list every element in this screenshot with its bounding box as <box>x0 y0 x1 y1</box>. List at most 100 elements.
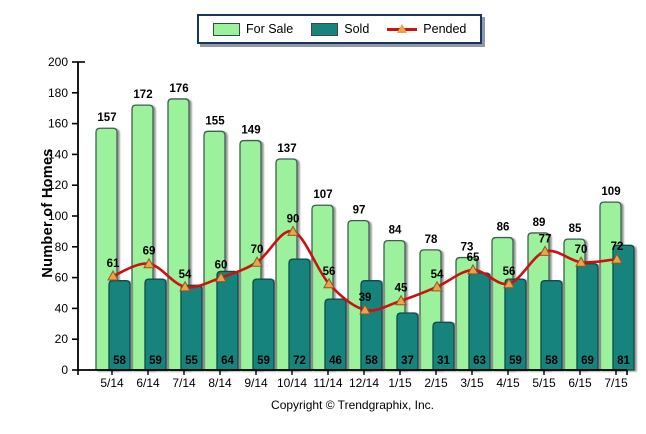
x-tick-label: 6/15 <box>568 376 592 390</box>
sold-value-label: 37 <box>401 355 414 367</box>
pended-point-marker <box>431 280 443 292</box>
sold-value-label: 64 <box>221 355 234 367</box>
legend-item-for-sale: For Sale <box>213 21 294 36</box>
pended-value-label: 56 <box>323 266 336 278</box>
legend-label-for-sale: For Sale <box>246 21 294 36</box>
x-tick-label: 7/15 <box>604 376 628 390</box>
pended-value-label: 54 <box>431 269 444 281</box>
x-tick-label: 2/15 <box>424 376 448 390</box>
pended-point-marker <box>323 277 335 289</box>
for-sale-value-label: 97 <box>353 205 366 217</box>
pended-value-label: 45 <box>395 283 408 295</box>
x-tick-label: 4/15 <box>496 376 520 390</box>
sold-value-label: 46 <box>329 355 342 367</box>
pended-value-label: 56 <box>503 266 516 278</box>
sold-value-label: 59 <box>149 355 162 367</box>
pended-value-label: 72 <box>611 241 624 253</box>
bar-sold <box>252 278 275 371</box>
y-tick-label: 100 <box>48 209 68 223</box>
for-sale-value-label: 172 <box>133 89 152 101</box>
sold-value-label: 81 <box>617 355 630 367</box>
sold-value-label: 59 <box>509 355 522 367</box>
for-sale-value-label: 84 <box>389 225 402 237</box>
for-sale-value-label: 85 <box>569 223 582 235</box>
x-tick-label: 10/14 <box>277 376 307 390</box>
bar-sold <box>144 278 167 371</box>
x-tick-label: 9/14 <box>244 376 268 390</box>
pended-point-marker <box>539 245 551 256</box>
pended-value-label: 60 <box>215 260 228 272</box>
y-tick-label: 40 <box>55 301 69 315</box>
sold-value-label: 55 <box>185 355 198 367</box>
pended-value-label: 70 <box>251 244 264 256</box>
sold-swatch-icon <box>311 22 339 36</box>
sold-value-label: 58 <box>113 355 126 367</box>
sold-value-label: 69 <box>581 355 594 367</box>
pended-point-marker <box>251 256 263 267</box>
pended-point-marker <box>611 253 623 264</box>
bar-sold <box>288 258 311 371</box>
pended-value-label: 65 <box>467 252 480 264</box>
pended-value-label: 54 <box>179 269 192 281</box>
bar-sold <box>216 270 239 371</box>
for-sale-value-label: 73 <box>461 242 474 254</box>
bar-sold <box>432 321 455 371</box>
x-tick-label: 11/14 <box>313 376 342 390</box>
for-sale-value-label: 107 <box>313 189 332 201</box>
bar-sold <box>108 280 131 371</box>
bar-sold <box>396 312 419 371</box>
pended-point-marker <box>179 280 191 292</box>
legend-label-pended: Pended <box>423 21 467 36</box>
y-tick-label: 0 <box>61 363 68 377</box>
pended-value-label: 61 <box>107 258 120 270</box>
for-sale-value-label: 86 <box>497 222 510 234</box>
legend: For Sale Sold Pended <box>197 14 483 44</box>
x-tick-label: 5/15 <box>532 376 556 390</box>
pended-value-label: 70 <box>575 244 588 256</box>
y-tick-label: 80 <box>55 240 69 254</box>
x-tick-label: 3/15 <box>460 376 484 390</box>
for-sale-swatch-icon <box>213 22 240 36</box>
copyright-text: Copyright © Trendgraphix, Inc. <box>271 398 434 412</box>
pended-value-label: 90 <box>287 213 300 225</box>
sold-value-label: 59 <box>257 355 270 367</box>
for-sale-value-label: 78 <box>425 234 438 246</box>
x-tick-label: 6/14 <box>136 376 160 390</box>
y-tick-label: 140 <box>48 147 68 161</box>
for-sale-value-label: 157 <box>97 112 116 124</box>
bar-sold <box>612 244 635 371</box>
sold-value-label: 72 <box>293 355 306 367</box>
bar-sold <box>324 298 347 371</box>
y-tick-label: 180 <box>48 86 68 100</box>
sold-value-label: 58 <box>365 355 378 367</box>
y-tick-label: 160 <box>48 117 68 131</box>
pended-line-marker-icon <box>387 23 418 35</box>
for-sale-value-label: 149 <box>241 125 260 137</box>
pended-value-label: 69 <box>143 246 156 258</box>
legend-item-pended: Pended <box>387 23 466 36</box>
pended-point-marker <box>359 303 371 315</box>
for-sale-value-label: 89 <box>533 217 546 229</box>
pended-point-marker <box>107 270 119 281</box>
x-tick-label: 7/14 <box>172 376 196 390</box>
bar-sold <box>504 278 527 371</box>
pended-point-marker <box>575 256 587 267</box>
sold-value-label: 63 <box>473 355 486 367</box>
pended-point-marker <box>395 294 407 306</box>
for-sale-value-label: 176 <box>169 83 188 95</box>
sold-value-label: 31 <box>437 355 450 367</box>
x-tick-label: 12/14 <box>349 376 379 390</box>
y-tick-label: 200 <box>48 55 68 69</box>
pended-point-marker <box>467 263 479 275</box>
y-tick-label: 20 <box>55 332 69 346</box>
x-tick-label: 8/14 <box>208 376 232 390</box>
bar-sold <box>540 280 563 371</box>
sold-value-label: 58 <box>545 355 558 367</box>
pended-value-label: 77 <box>539 233 552 245</box>
pended-point-marker <box>215 271 227 283</box>
x-tick-label: 5/14 <box>100 376 124 390</box>
for-sale-value-label: 137 <box>277 143 296 155</box>
bar-sold <box>360 280 383 371</box>
pended-point-marker <box>503 277 515 289</box>
